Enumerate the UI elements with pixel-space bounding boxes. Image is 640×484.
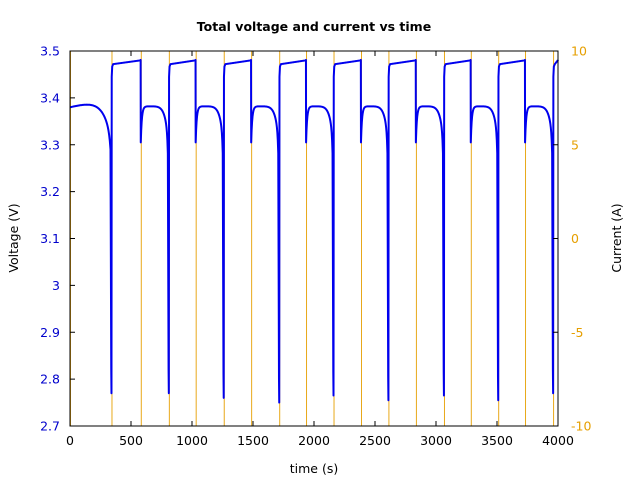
x-tick-label: 1000 <box>176 433 208 448</box>
y2-tick-label: -5 <box>571 325 583 340</box>
x-axis: 0 500 1000 1500 2000 2500 3000 3500 4000 <box>66 51 574 448</box>
x-axis-label: time (s) <box>290 461 338 476</box>
x-tick-label: 2500 <box>359 433 391 448</box>
y-axis-right: -10 -5 0 5 10 <box>553 44 591 434</box>
y-tick-label: 2.8 <box>40 372 60 387</box>
y-tick-label: 3.2 <box>40 184 60 199</box>
y2-tick-label: 0 <box>571 231 579 246</box>
y2-tick-label: -10 <box>571 419 591 434</box>
voltage-line <box>69 58 559 404</box>
x-tick-label: 2000 <box>298 433 330 448</box>
y-axis-label: Voltage (V) <box>6 203 21 272</box>
chart-title: Total voltage and current vs time <box>197 19 431 34</box>
y-tick-label: 3.1 <box>40 231 60 246</box>
y-tick-label: 3.5 <box>40 44 60 59</box>
y2-axis-label: Current (A) <box>609 203 624 272</box>
y-tick-label: 3.3 <box>40 137 60 152</box>
y-tick-label: 3.4 <box>40 90 60 105</box>
y2-tick-label: 5 <box>571 137 579 152</box>
y-tick-label: 3 <box>52 278 60 293</box>
x-tick-label: 0 <box>66 433 74 448</box>
x-tick-label: 1500 <box>237 433 269 448</box>
voltage-series <box>69 58 559 404</box>
y-tick-label: 2.7 <box>40 419 60 434</box>
x-tick-label: 500 <box>119 433 143 448</box>
y2-tick-label: 10 <box>571 44 587 59</box>
x-tick-label: 3000 <box>420 433 452 448</box>
y-tick-label: 2.9 <box>40 325 60 340</box>
x-tick-label: 4000 <box>542 433 574 448</box>
x-tick-label: 3500 <box>481 433 513 448</box>
y-axis-left: 2.7 2.8 2.9 3 3.1 3.2 3.3 3.4 3.5 <box>40 44 75 434</box>
